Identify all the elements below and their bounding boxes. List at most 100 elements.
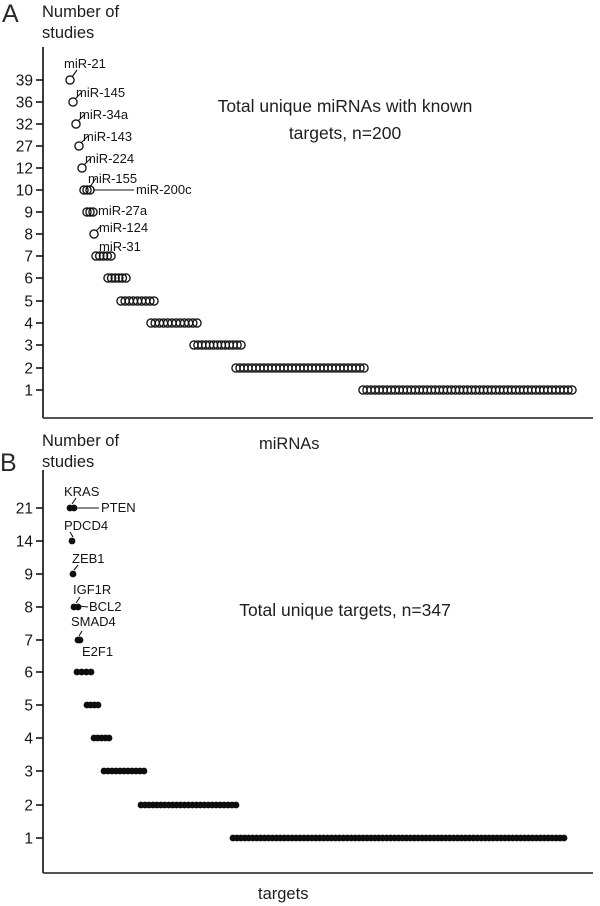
leader-line	[73, 564, 79, 571]
panel-b-title: Total unique targets, n=347	[239, 600, 451, 620]
marker-cluster	[100, 767, 148, 775]
leader-line	[74, 91, 83, 100]
panel-a-title-line1: Total unique miRNAs with known	[217, 96, 473, 116]
y-tick-label: 4	[24, 316, 33, 333]
marker-cluster	[68, 537, 76, 545]
data-point	[82, 185, 92, 195]
data-point	[71, 119, 81, 129]
y-tick-label: 27	[16, 139, 33, 156]
y-tick-label: 1	[24, 831, 33, 848]
y-tick-label: 36	[16, 95, 33, 112]
point-label: miR-21	[64, 56, 106, 71]
point-label: miR-224	[85, 151, 134, 166]
marker-cluster	[229, 834, 568, 842]
data-point	[232, 801, 240, 809]
point-label: IGF1R	[73, 582, 111, 597]
data-point	[114, 273, 124, 283]
panel-b-y-axis-title-line1: Number of	[42, 432, 120, 450]
leader-line	[83, 157, 92, 166]
leader-line	[71, 69, 78, 78]
marker-cluster	[79, 185, 95, 195]
y-tick-label: 14	[16, 534, 34, 551]
panel-a-title: Total unique miRNAs with known targets, …	[185, 93, 505, 147]
marker-cluster	[146, 318, 202, 328]
y-tick-label: 5	[24, 294, 33, 311]
y-tick-label: 2	[24, 798, 33, 815]
data-point	[145, 296, 155, 306]
data-point	[355, 363, 365, 373]
marker-cluster	[65, 75, 75, 85]
point-label: miR-143	[83, 129, 132, 144]
data-point	[78, 668, 86, 676]
panel-b-y-axis-title: Number of studies	[42, 431, 119, 473]
data-point	[73, 668, 81, 676]
data-point	[192, 318, 202, 328]
data-point	[121, 273, 131, 283]
data-point	[70, 504, 78, 512]
point-label: miR-200c	[136, 182, 192, 197]
marker-cluster	[189, 340, 246, 350]
data-point	[87, 668, 95, 676]
leader-line	[71, 497, 77, 505]
y-tick-label: 6	[24, 271, 33, 288]
data-point	[94, 701, 102, 709]
data-point	[188, 318, 198, 328]
leader-line	[77, 113, 86, 122]
marker-cluster	[231, 363, 369, 373]
leader-line	[89, 177, 97, 188]
data-point	[76, 636, 84, 644]
y-tick-label: 7	[24, 633, 33, 650]
y-tick-label: 6	[24, 665, 33, 682]
point-label: miR-145	[76, 85, 125, 100]
data-point	[110, 273, 120, 283]
data-point	[140, 767, 148, 775]
data-point	[69, 570, 77, 578]
point-label: miR-124	[99, 220, 148, 235]
panel-b-x-axis-label: targets	[258, 885, 309, 903]
y-tick-label: 5	[24, 698, 33, 715]
data-point	[359, 363, 369, 373]
panel-a-plot: 393632271210987654321miR-21miR-145miR-34…	[16, 47, 593, 419]
marker-cluster	[66, 504, 78, 512]
point-label: PDCD4	[64, 518, 108, 533]
marker-cluster	[69, 570, 77, 578]
marker-cluster	[358, 385, 577, 395]
data-point	[149, 296, 159, 306]
panel-b-y-axis-title-line2: studies	[42, 453, 95, 471]
data-point	[103, 273, 113, 283]
leader-line	[95, 225, 102, 232]
y-tick-label: 32	[16, 117, 33, 134]
panel-a-title-line2: targets, n=200	[288, 123, 402, 143]
point-label: miR-31	[99, 239, 141, 254]
data-point	[68, 537, 76, 545]
leader-line	[75, 596, 81, 604]
data-point	[94, 251, 105, 261]
marker-cluster	[90, 734, 113, 742]
marker-cluster	[68, 97, 78, 107]
point-label: KRAS	[64, 484, 100, 499]
data-point	[102, 251, 113, 261]
data-point	[117, 273, 128, 283]
panel-b-plot: 2114987654321KRASPTENPDCD4ZEB1IGF1RBCL2S…	[16, 470, 593, 874]
data-point	[68, 97, 78, 107]
y-tick-label: 9	[24, 567, 33, 584]
marker-cluster	[71, 119, 81, 129]
y-tick-label: 9	[24, 205, 33, 222]
y-tick-label: 4	[24, 731, 33, 748]
data-point	[79, 185, 89, 195]
data-point	[82, 207, 92, 217]
marker-cluster	[77, 163, 87, 173]
y-tick-label: 1	[24, 383, 33, 400]
y-tick-label: 12	[16, 161, 33, 178]
data-point	[65, 75, 75, 85]
y-tick-label: 21	[16, 501, 33, 518]
point-label: PTEN	[101, 500, 136, 515]
y-tick-label: 8	[24, 600, 33, 617]
marker-cluster	[70, 603, 82, 611]
marker-cluster	[82, 207, 98, 217]
y-tick-label: 39	[16, 73, 33, 90]
panel-b-letter: B	[0, 449, 17, 477]
panel-a-y-axis-title-line2: studies	[42, 24, 95, 42]
data-point	[74, 603, 82, 611]
